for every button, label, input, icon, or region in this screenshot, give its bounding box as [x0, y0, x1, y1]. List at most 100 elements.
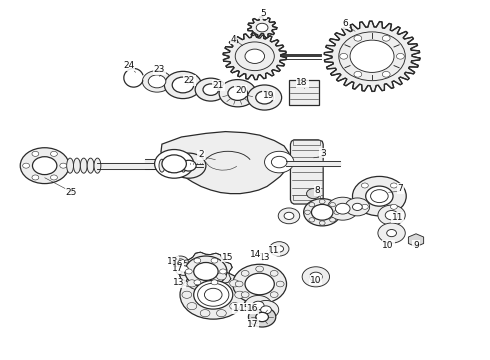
Polygon shape — [291, 140, 323, 204]
Text: 17: 17 — [246, 320, 258, 329]
Polygon shape — [408, 234, 424, 247]
Circle shape — [182, 291, 192, 298]
Circle shape — [32, 151, 39, 156]
Text: 10: 10 — [382, 241, 394, 250]
Circle shape — [335, 203, 350, 214]
Text: 5: 5 — [260, 9, 266, 18]
Bar — [289, 80, 319, 105]
Circle shape — [164, 71, 201, 99]
Circle shape — [391, 204, 397, 209]
Circle shape — [275, 246, 284, 252]
Circle shape — [241, 292, 249, 297]
Circle shape — [270, 270, 278, 276]
Circle shape — [309, 203, 315, 207]
Circle shape — [200, 310, 210, 317]
Circle shape — [172, 77, 194, 93]
Text: 6: 6 — [343, 19, 348, 28]
Circle shape — [378, 223, 405, 243]
Circle shape — [350, 40, 394, 72]
Circle shape — [235, 42, 274, 71]
Circle shape — [185, 256, 227, 287]
Circle shape — [23, 163, 29, 168]
Circle shape — [185, 269, 192, 274]
Circle shape — [312, 204, 333, 220]
Ellipse shape — [166, 159, 172, 172]
Circle shape — [245, 296, 272, 316]
Circle shape — [248, 307, 276, 327]
Circle shape — [305, 210, 311, 215]
Circle shape — [50, 151, 57, 156]
Polygon shape — [180, 252, 232, 291]
Circle shape — [187, 302, 197, 310]
Text: 11: 11 — [392, 213, 404, 222]
Circle shape — [339, 32, 405, 81]
Text: 3: 3 — [320, 149, 326, 158]
Circle shape — [20, 148, 69, 184]
Ellipse shape — [159, 159, 165, 172]
Ellipse shape — [87, 158, 94, 173]
Circle shape — [278, 208, 300, 224]
Bar — [293, 140, 320, 145]
Circle shape — [181, 160, 196, 171]
Polygon shape — [223, 33, 287, 80]
Circle shape — [284, 212, 294, 220]
Text: 13: 13 — [259, 253, 270, 262]
Circle shape — [396, 53, 404, 59]
Circle shape — [387, 229, 396, 237]
Circle shape — [261, 306, 271, 314]
Circle shape — [55, 165, 58, 167]
Ellipse shape — [173, 159, 179, 172]
Text: 2: 2 — [198, 150, 204, 159]
Circle shape — [245, 49, 265, 63]
Circle shape — [148, 75, 166, 88]
Polygon shape — [247, 17, 277, 38]
Polygon shape — [324, 21, 420, 91]
Circle shape — [200, 273, 210, 280]
Circle shape — [265, 151, 294, 173]
Circle shape — [330, 203, 336, 207]
Circle shape — [65, 165, 68, 167]
Circle shape — [60, 163, 67, 168]
Circle shape — [187, 280, 197, 287]
Circle shape — [219, 80, 256, 107]
Circle shape — [32, 175, 39, 180]
Circle shape — [391, 183, 397, 188]
Text: 24: 24 — [123, 61, 134, 70]
Text: 15: 15 — [239, 304, 251, 313]
Circle shape — [327, 197, 358, 220]
Circle shape — [230, 302, 240, 310]
Text: 7: 7 — [397, 184, 403, 193]
Text: 21: 21 — [213, 81, 224, 90]
Circle shape — [162, 155, 186, 173]
Circle shape — [217, 273, 226, 280]
Circle shape — [256, 296, 264, 302]
Ellipse shape — [80, 158, 87, 173]
Circle shape — [385, 211, 398, 220]
Circle shape — [233, 264, 287, 304]
Text: 25: 25 — [66, 188, 77, 197]
Circle shape — [195, 78, 226, 101]
Circle shape — [176, 259, 184, 265]
Text: 17: 17 — [172, 265, 183, 274]
Ellipse shape — [180, 159, 186, 172]
Text: 9: 9 — [413, 241, 419, 250]
Circle shape — [310, 272, 322, 282]
Circle shape — [32, 157, 57, 175]
Circle shape — [194, 262, 218, 280]
Circle shape — [256, 266, 264, 272]
Circle shape — [370, 190, 388, 203]
Text: 11: 11 — [268, 246, 279, 255]
Circle shape — [362, 183, 368, 188]
Circle shape — [352, 203, 362, 211]
Circle shape — [41, 165, 44, 167]
Circle shape — [378, 205, 405, 225]
Circle shape — [50, 175, 57, 180]
Circle shape — [204, 288, 222, 301]
Circle shape — [256, 91, 273, 104]
Circle shape — [276, 281, 284, 287]
Circle shape — [245, 273, 274, 295]
Ellipse shape — [94, 158, 101, 173]
Circle shape — [211, 258, 218, 263]
Circle shape — [382, 71, 390, 77]
Circle shape — [241, 270, 249, 276]
